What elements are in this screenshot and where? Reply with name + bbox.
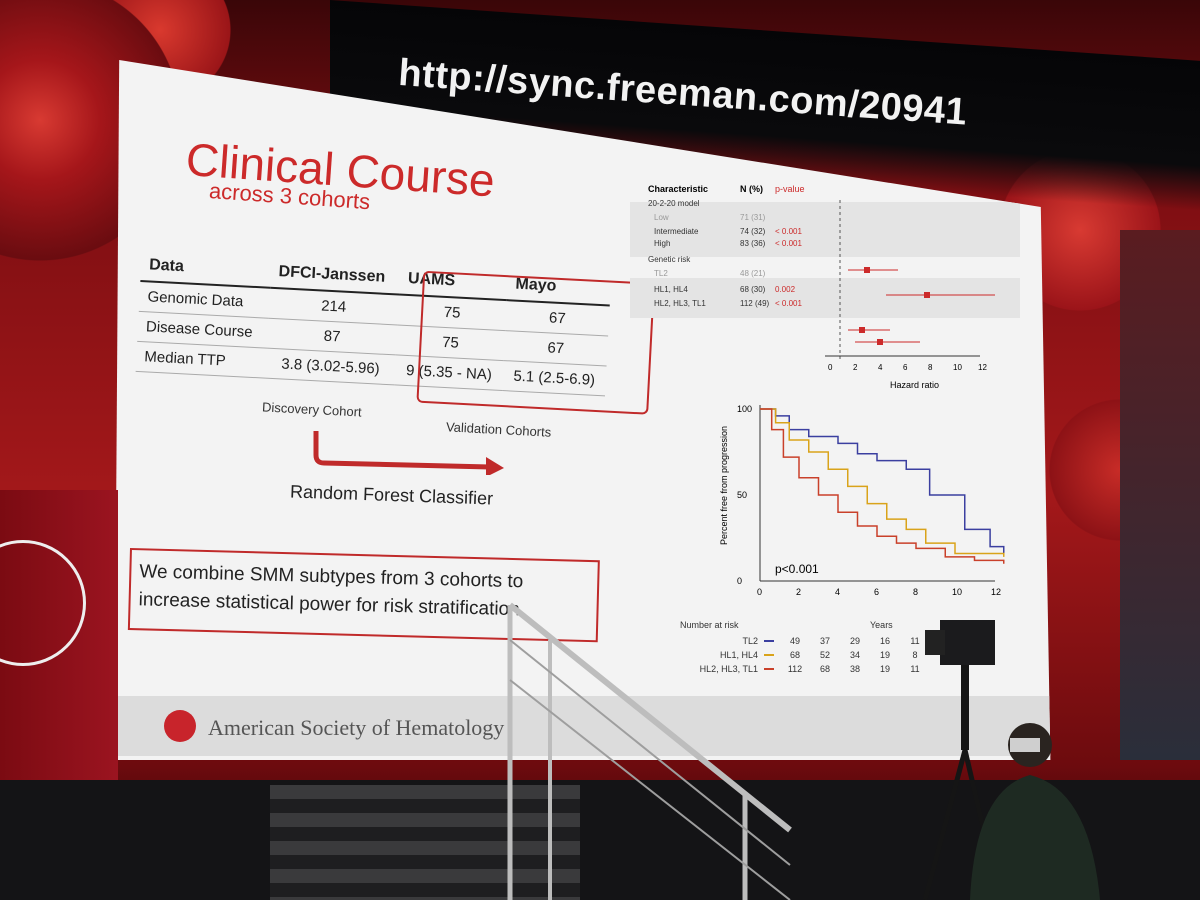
km-y-tick: 50 <box>737 490 747 500</box>
km-pvalue: p<0.001 <box>775 562 819 576</box>
ash-logo-icon <box>164 710 196 742</box>
forest-header-characteristic: Characteristic <box>648 184 708 194</box>
km-y-tick: 100 <box>737 404 752 414</box>
forest-row-n: 74 (32) <box>740 227 766 236</box>
forest-row-label: HL1, HL4 <box>654 285 688 294</box>
forest-estimate-marker <box>859 327 865 333</box>
risk-swatch <box>764 654 774 656</box>
forest-header-n: N (%) <box>740 184 763 194</box>
risk-row: HL2, HL3, TL1 112 68 38 19 11 <box>660 662 980 676</box>
risk-count: 68 <box>819 664 830 674</box>
forest-header-p: p-value <box>775 184 805 194</box>
km-curve-hl2-hl3-tl1 <box>760 408 1005 564</box>
risk-count: 11 <box>910 636 920 646</box>
validation-highlight-box <box>416 270 655 415</box>
forest-tick-label: 8 <box>928 363 933 372</box>
km-curve-tl2 <box>760 408 1005 556</box>
km-ylabel: Percent free from progression <box>719 426 729 545</box>
forest-row-p: 0.002 <box>775 285 796 294</box>
risk-count: 19 <box>879 650 890 660</box>
forest-tick-label: 0 <box>828 363 833 372</box>
forest-estimate-marker <box>864 267 870 273</box>
forest-tick-label: 4 <box>878 363 883 372</box>
camera-operator <box>970 723 1100 900</box>
forest-row-p: < 0.001 <box>775 239 802 248</box>
risk-count: 29 <box>849 636 860 646</box>
stage-stairs <box>270 785 580 900</box>
slide-footer <box>114 696 1051 756</box>
cell-dfci: 3.8 (3.02-5.96) <box>265 348 397 385</box>
risk-count: 16 <box>879 636 890 646</box>
forest-row-label: Intermediate <box>654 227 699 236</box>
number-at-risk-table: Number at risk Years TL249372916116HL1, … <box>660 620 980 676</box>
risk-row-label: TL2 <box>742 636 758 646</box>
km-x-tick: 2 <box>796 587 801 597</box>
risk-count: 11 <box>910 664 920 674</box>
km-x-tick: 0 <box>757 587 762 597</box>
risk-count: 112 <box>787 664 803 674</box>
forest-row-label: Low <box>654 213 669 222</box>
stair-railing-icon <box>507 602 792 900</box>
forest-row-n: 48 (21) <box>740 269 766 278</box>
row-label: Median TTP <box>135 341 267 379</box>
km-plot-svg: Percent free from progression p<0.001 0 5… <box>719 404 1005 597</box>
risk-count: 38 <box>849 664 860 674</box>
side-video-screen <box>1120 230 1200 760</box>
classifier-label: Random Forest Classifier <box>289 481 494 509</box>
footer-org-name: American Society of Hematology <box>208 715 505 740</box>
forest-row-label: TL2 <box>654 269 668 278</box>
forest-xlabel: Hazard ratio <box>890 380 939 390</box>
risk-swatch <box>764 640 774 642</box>
km-plot: Percent free from progression p<0.001 0 5… <box>715 395 1025 605</box>
cohort-table-wrap: Data DFCI-Janssen UAMS Mayo Genomic Data… <box>135 250 655 415</box>
number-at-risk-label: Number at risk <box>680 620 739 630</box>
discovery-cohort-label: Discovery Cohort <box>261 399 363 420</box>
risk-count: 52 <box>819 650 830 660</box>
forest-row-p: < 0.001 <box>775 227 802 236</box>
forest-row-label: High <box>654 239 670 248</box>
km-x-tick: 4 <box>835 587 840 597</box>
forest-tick-label: 6 <box>903 363 908 372</box>
risk-count: 34 <box>849 650 860 660</box>
forest-plot: Characteristic N (%) p-value Hazard rati… <box>630 180 1030 400</box>
forest-row-label: Genetic risk <box>648 255 691 264</box>
forest-row-n: 83 (36) <box>740 239 766 248</box>
risk-swatch <box>764 668 774 670</box>
forest-tick-label: 2 <box>853 363 858 372</box>
forest-tick-label: 10 <box>953 363 962 372</box>
km-x-tick: 6 <box>874 587 879 597</box>
km-x-tick: 10 <box>952 587 962 597</box>
risk-row-label: HL2, HL3, TL1 <box>699 664 758 674</box>
risk-count: 37 <box>819 636 830 646</box>
cohort-arrow-icon <box>313 431 504 475</box>
forest-estimate-marker <box>924 292 930 298</box>
risk-count: 68 <box>789 650 800 660</box>
forest-tick-label: 12 <box>978 363 987 372</box>
risk-count: 19 <box>879 664 890 674</box>
risk-row-label: HL1, HL4 <box>719 650 758 660</box>
km-x-tick: 12 <box>991 587 1001 597</box>
forest-row-n: 71 (31) <box>740 213 766 222</box>
forest-row-n: 68 (30) <box>740 285 766 294</box>
km-x-tick: 8 <box>913 587 918 597</box>
forest-row-label: HL2, HL3, TL1 <box>654 299 706 308</box>
forest-row-label: 20-2-20 model <box>648 199 700 208</box>
risk-count: 49 <box>789 636 800 646</box>
forest-plot-svg: Characteristic N (%) p-value Hazard rati… <box>630 184 1020 390</box>
years-label: Years <box>870 620 893 630</box>
forest-row-p: < 0.001 <box>775 299 802 308</box>
km-curve-hl1-hl4 <box>760 408 1005 557</box>
risk-count: 8 <box>912 650 918 660</box>
forest-estimate-marker <box>877 339 883 345</box>
forest-row-n: 112 (49) <box>740 299 770 308</box>
km-y-tick: 0 <box>737 576 742 586</box>
